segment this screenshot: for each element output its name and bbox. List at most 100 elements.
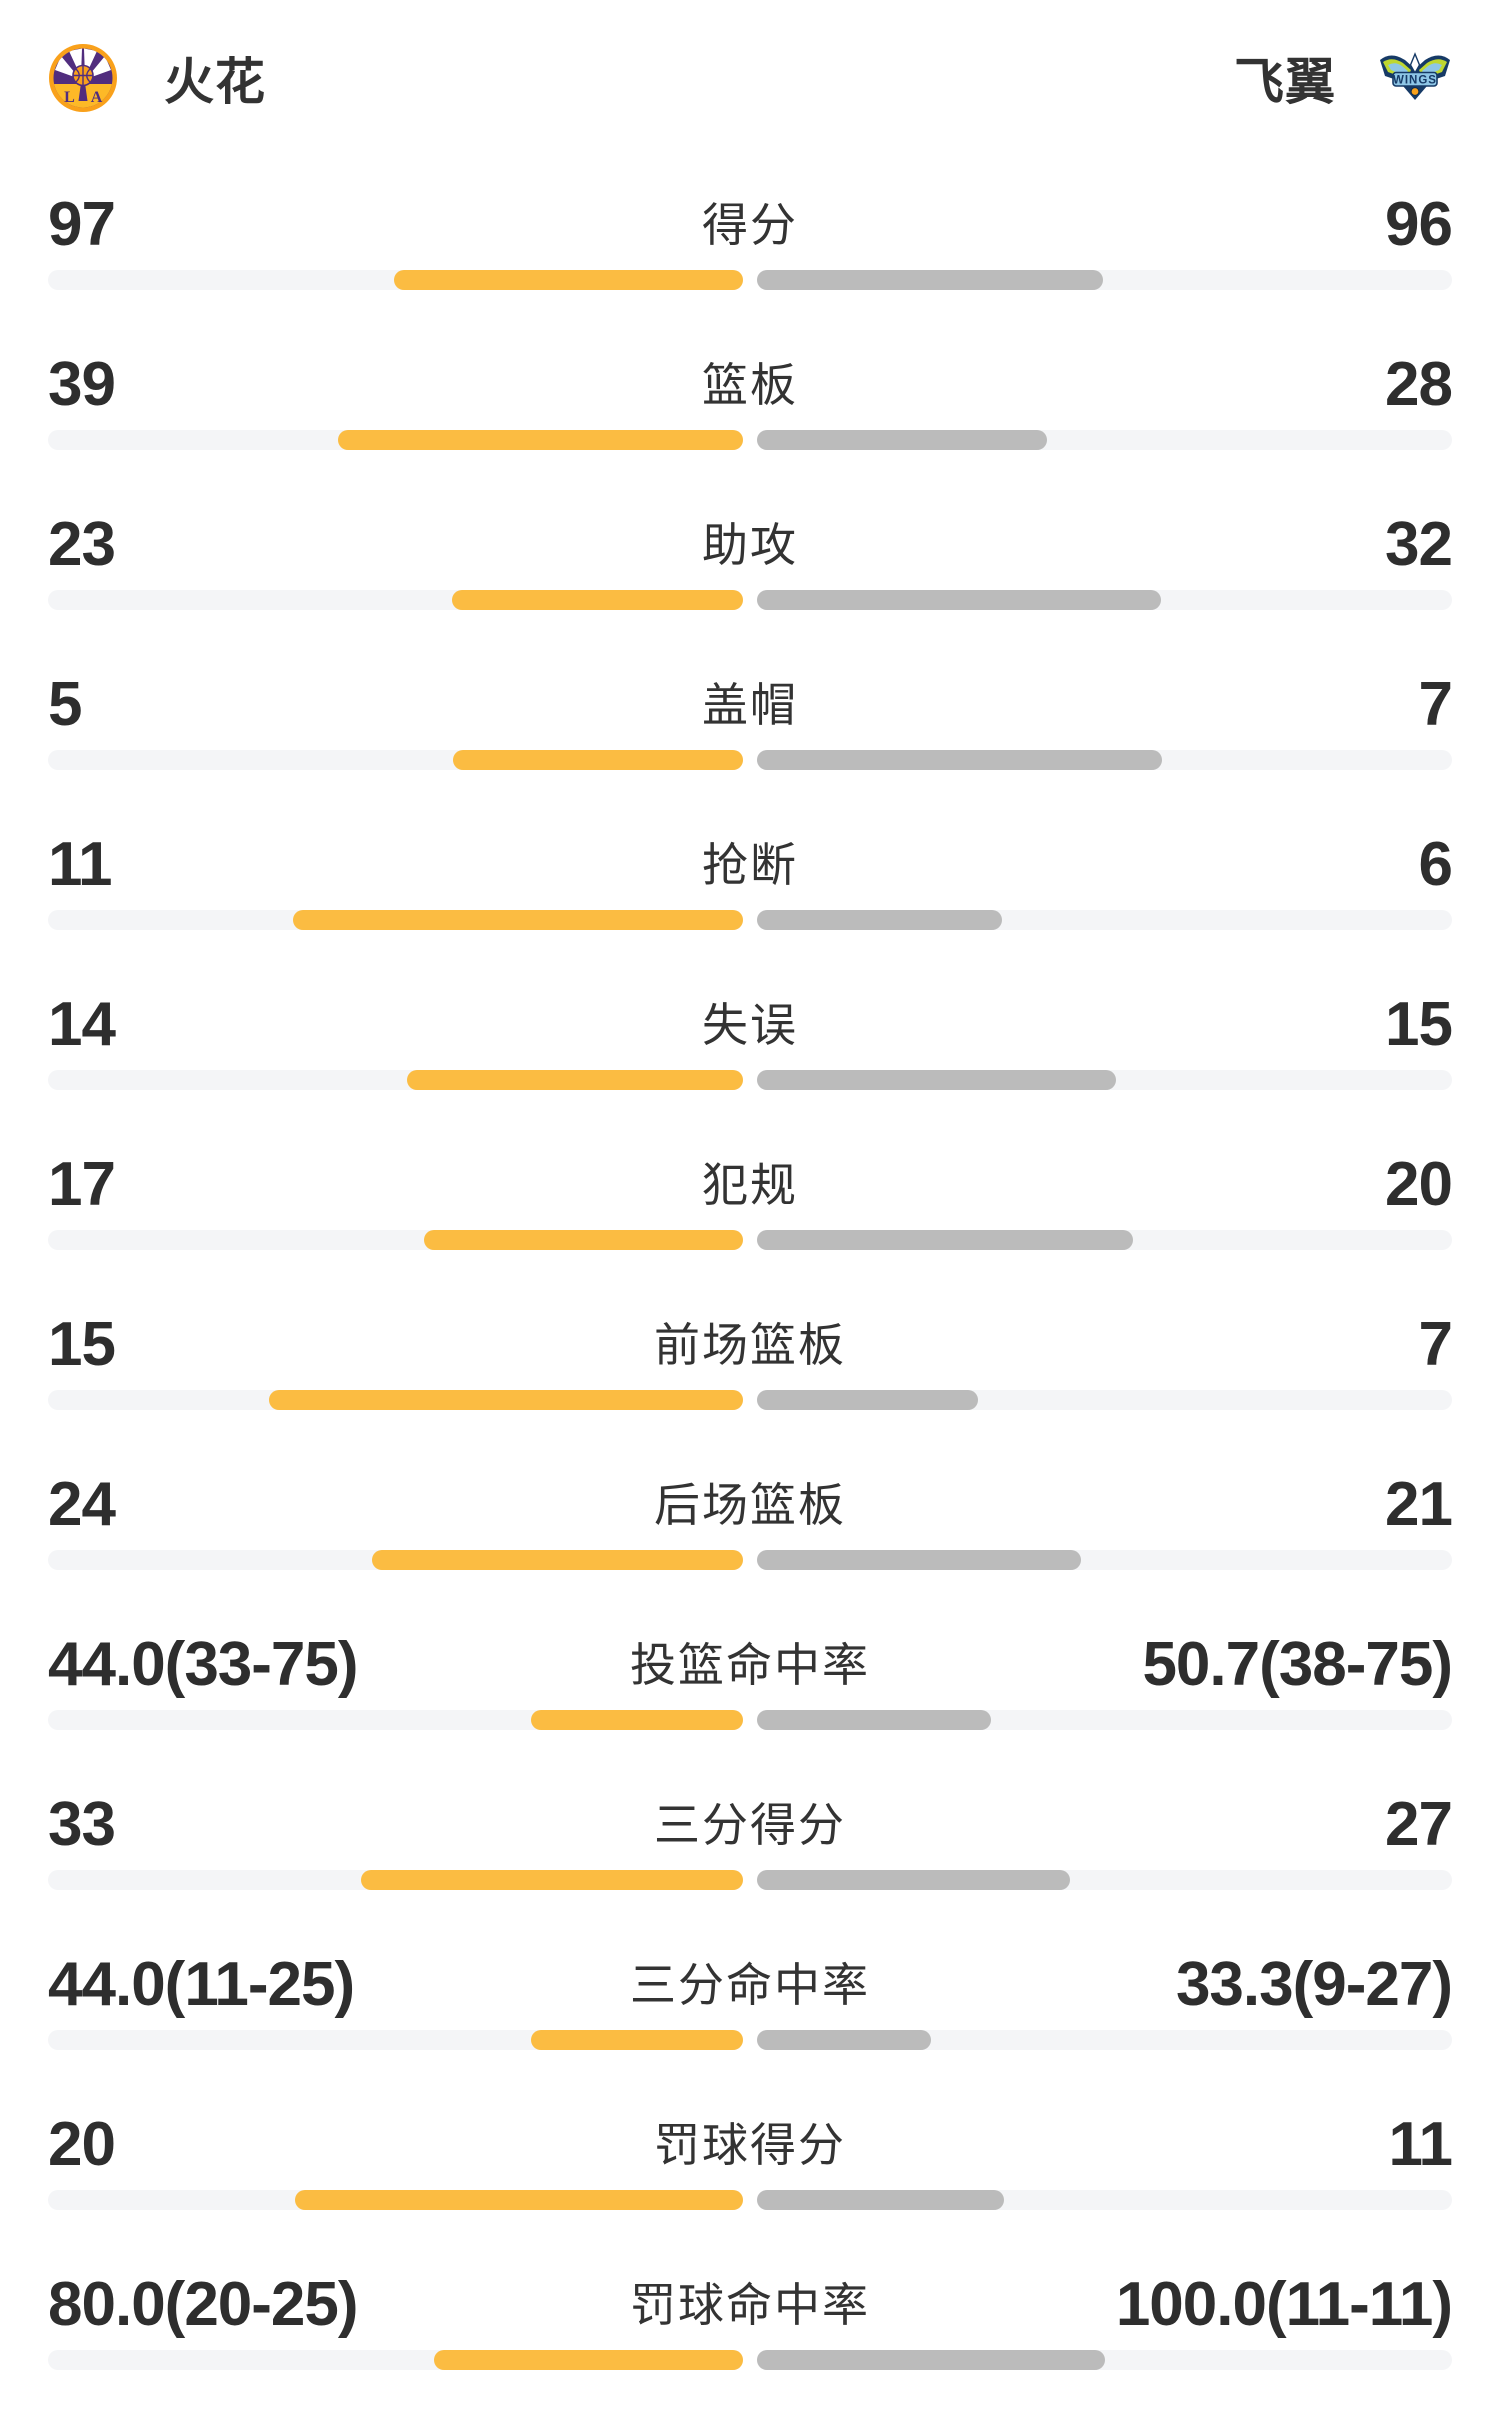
stat-row: 33 三分得分 27 [48, 1790, 1453, 1950]
stat-label: 罚球命中率 [630, 2279, 870, 2331]
bar-track-left [48, 1710, 743, 1730]
bar-track-left [48, 2350, 743, 2370]
bar-fill-left [423, 1230, 743, 1250]
bar-track-left [48, 1230, 743, 1250]
bar-fill-left [530, 1710, 743, 1730]
stat-label: 三分命中率 [630, 1959, 870, 2011]
stat-text-line: 24 后场篮板 21 [48, 1470, 1453, 1540]
stat-value-right: 6 [1418, 830, 1453, 899]
team-left: L A 火花 [48, 42, 266, 114]
stat-value-right: 11 [1388, 2110, 1453, 2179]
stat-label: 助攻 [702, 519, 798, 571]
stat-bars [48, 270, 1452, 290]
bar-fill-left [453, 750, 743, 770]
stat-value-left: 11 [48, 830, 113, 899]
bar-track-left [48, 1870, 743, 1890]
stat-text-line: 80.0(20-25) 罚球命中率 100.0(11-11) [48, 2270, 1453, 2340]
bar-fill-right [757, 590, 1162, 610]
svg-text:WINGS: WINGS [1393, 75, 1437, 87]
stat-bars [48, 2030, 1452, 2050]
stat-value-left: 5 [48, 670, 82, 739]
bar-track-left [48, 430, 743, 450]
bar-track-right [757, 1070, 1452, 1090]
stat-value-right: 96 [1385, 190, 1453, 259]
team-name-left: 火花 [164, 54, 266, 110]
bar-fill-left [372, 1550, 743, 1570]
bar-track-right [757, 270, 1452, 290]
stat-row: 97 得分 96 [48, 190, 1453, 350]
stat-row: 24 后场篮板 21 [48, 1470, 1453, 1630]
stat-value-left: 24 [48, 1470, 116, 1539]
stats-list: 97 得分 96 39 篮板 28 [48, 190, 1453, 2430]
stat-value-left: 39 [48, 350, 116, 419]
stat-row: 11 抢断 6 [48, 830, 1453, 990]
stat-value-left: 80.0(20-25) [48, 2270, 359, 2339]
bar-track-right [757, 1390, 1452, 1410]
stat-label: 犯规 [702, 1159, 798, 1211]
bar-fill-right [757, 910, 1003, 930]
stat-value-left: 14 [48, 990, 116, 1059]
wings-logo-icon: WINGS [1380, 52, 1450, 100]
bar-fill-left [530, 2030, 743, 2050]
stat-value-left: 15 [48, 1310, 116, 1379]
stat-value-right: 28 [1385, 350, 1453, 419]
stat-text-line: 23 助攻 32 [48, 510, 1453, 580]
bar-track-left [48, 2190, 743, 2210]
bar-track-left [48, 1550, 743, 1570]
bar-fill-right [757, 1070, 1117, 1090]
bar-fill-right [757, 1870, 1070, 1890]
stat-value-left: 97 [48, 190, 116, 259]
bar-fill-left [393, 270, 743, 290]
stat-bars [48, 1870, 1452, 1890]
stat-text-line: 44.0(11-25) 三分命中率 33.3(9-27) [48, 1950, 1453, 2020]
stat-text-line: 39 篮板 28 [48, 350, 1453, 420]
stat-text-line: 20 罚球得分 11 [48, 2110, 1453, 2180]
stat-bars [48, 750, 1452, 770]
stat-value-right: 15 [1385, 990, 1453, 1059]
stat-value-right: 7 [1418, 1310, 1453, 1379]
bar-track-right [757, 2190, 1452, 2210]
bar-fill-left [434, 2350, 743, 2370]
team-name-right: 飞翼 [1234, 54, 1336, 110]
stat-bars [48, 1070, 1452, 1090]
svg-text:A: A [91, 89, 103, 106]
stat-bars [48, 1230, 1452, 1250]
stat-row: 23 助攻 32 [48, 510, 1453, 670]
bar-fill-left [360, 1870, 743, 1890]
bar-fill-right [757, 270, 1103, 290]
bar-track-left [48, 1390, 743, 1410]
stat-bars [48, 430, 1452, 450]
stat-text-line: 14 失误 15 [48, 990, 1453, 1060]
bar-track-right [757, 2350, 1452, 2370]
bar-fill-left [269, 1390, 743, 1410]
bar-track-right [757, 2030, 1452, 2050]
bar-track-left [48, 590, 743, 610]
stat-value-left: 17 [48, 1150, 116, 1219]
stat-bars [48, 590, 1452, 610]
bar-fill-right [757, 2190, 1004, 2210]
stat-text-line: 11 抢断 6 [48, 830, 1453, 900]
stat-bars [48, 1390, 1452, 1410]
stat-value-right: 20 [1385, 1150, 1453, 1219]
bar-fill-right [757, 1230, 1133, 1250]
bar-fill-right [757, 2030, 931, 2050]
stat-row: 39 篮板 28 [48, 350, 1453, 510]
stat-text-line: 17 犯规 20 [48, 1150, 1453, 1220]
stat-value-right: 7 [1418, 670, 1453, 739]
stat-text-line: 44.0(33-75) 投篮命中率 50.7(38-75) [48, 1630, 1453, 1700]
stat-row: 44.0(33-75) 投篮命中率 50.7(38-75) [48, 1630, 1453, 1790]
stat-text-line: 15 前场篮板 7 [48, 1310, 1453, 1380]
bar-fill-left [338, 430, 743, 450]
stat-value-left: 44.0(11-25) [48, 1950, 355, 2019]
stat-text-line: 97 得分 96 [48, 190, 1453, 260]
team-right: 飞翼 WINGS [1234, 42, 1452, 114]
stat-row: 17 犯规 20 [48, 1150, 1453, 1310]
bar-fill-left [293, 910, 743, 930]
stat-row: 80.0(20-25) 罚球命中率 100.0(11-11) [48, 2270, 1453, 2430]
stat-value-right: 21 [1385, 1470, 1453, 1539]
stat-bars [48, 910, 1452, 930]
stat-label: 前场篮板 [654, 1319, 846, 1371]
stat-value-left: 23 [48, 510, 116, 579]
stat-value-right: 27 [1385, 1790, 1453, 1859]
